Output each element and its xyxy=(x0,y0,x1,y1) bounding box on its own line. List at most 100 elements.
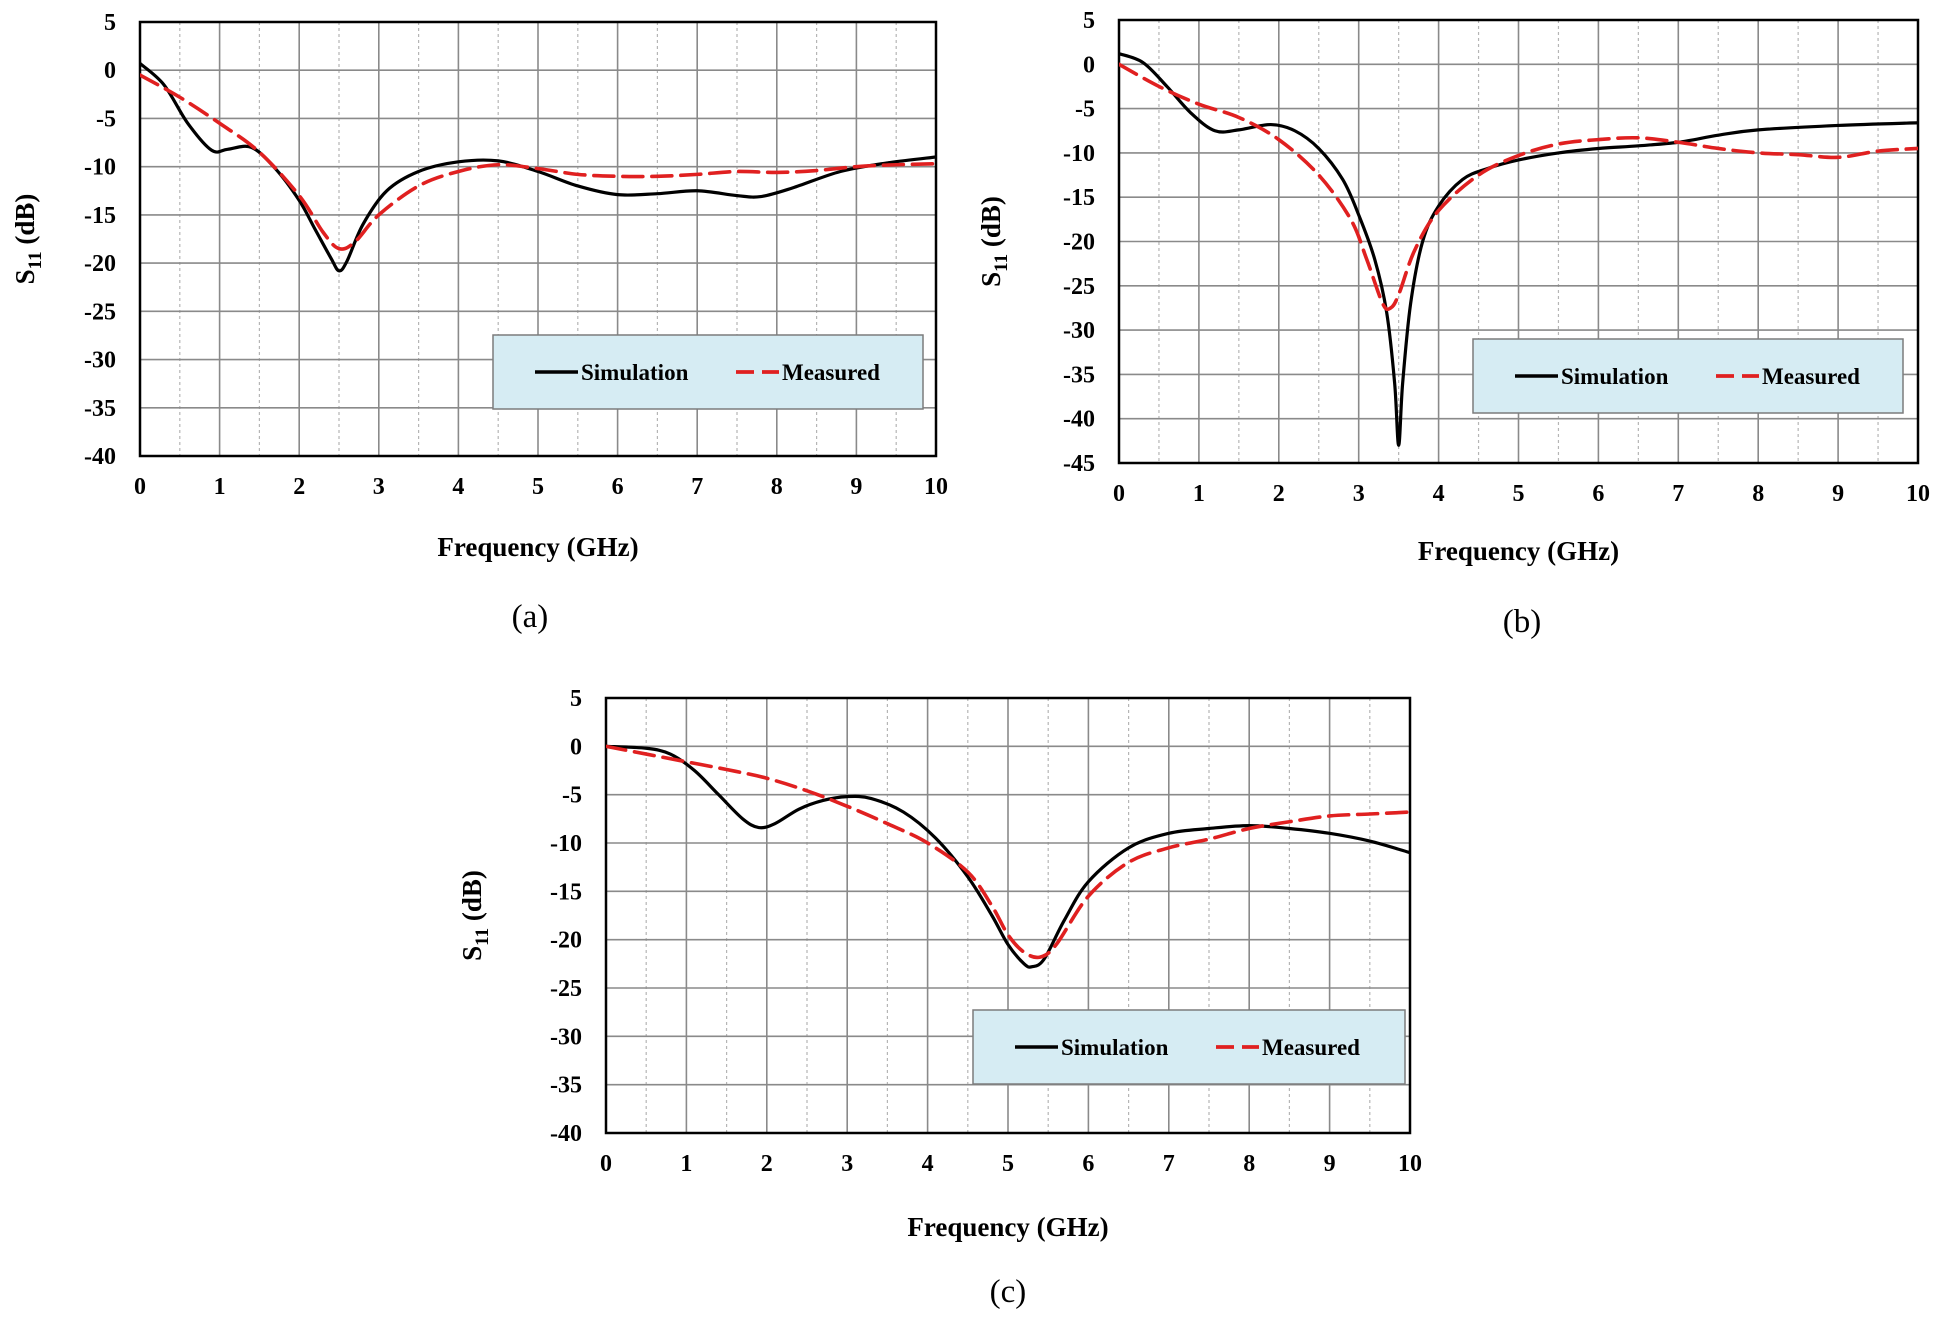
y-tick-label: 5 xyxy=(570,686,582,712)
y-axis-label-main: S xyxy=(10,269,40,284)
y-tick-label: -20 xyxy=(84,251,116,277)
legend: Simulation Measured xyxy=(492,334,924,410)
y-tick-label: -30 xyxy=(1063,318,1095,344)
x-tick-label: 1 xyxy=(214,474,226,500)
y-tick-label: -15 xyxy=(1063,185,1095,211)
x-axis-label: Frequency (GHz) xyxy=(437,532,638,562)
y-tick-label: 5 xyxy=(1083,8,1095,34)
plot-frame xyxy=(1117,18,1920,465)
x-tick-label: 1 xyxy=(1193,481,1205,507)
x-tick-label: 2 xyxy=(293,474,305,500)
y-tick-label: -40 xyxy=(84,444,116,470)
legend: Simulation Measured xyxy=(972,1009,1406,1085)
x-tick-label: 0 xyxy=(134,474,146,500)
series-group xyxy=(1119,52,1918,447)
y-axis-label-unit: (dB) xyxy=(976,196,1006,254)
x-tick-label: 1 xyxy=(680,1151,692,1177)
x-axis-label: Frequency (GHz) xyxy=(907,1212,1108,1242)
legend-label-simulation: Simulation xyxy=(1061,1035,1169,1060)
y-tick-label: -10 xyxy=(1063,141,1095,167)
series-line-measured xyxy=(1119,62,1918,312)
y-tick-label: 0 xyxy=(104,58,116,84)
x-tick-label: 7 xyxy=(1163,1151,1175,1177)
chart-a: 5 0 -5 -10 -15 -20 -25 -30 -35 -40 0 1 2 3 4 5 6 7 8 9 10 Fre… xyxy=(10,10,948,635)
x-tick-label: 8 xyxy=(1752,481,1764,507)
series-group xyxy=(606,744,1410,969)
x-tick-label: 6 xyxy=(1592,481,1604,507)
x-tick-label: 3 xyxy=(841,1151,853,1177)
x-tick-label: 10 xyxy=(1398,1151,1422,1177)
legend-label-simulation: Simulation xyxy=(581,360,689,385)
y-axis-label-subscript: 11 xyxy=(25,251,46,269)
x-tick-label: 2 xyxy=(761,1151,773,1177)
plot-frame xyxy=(604,696,1412,1135)
x-tick-label: 9 xyxy=(1324,1151,1336,1177)
x-tick-label: 4 xyxy=(922,1151,934,1177)
y-tick-label: 5 xyxy=(104,10,116,36)
y-axis-label: S11 (dB) xyxy=(457,870,493,961)
series-line-simulation xyxy=(1119,52,1918,447)
x-tick-label: 0 xyxy=(600,1151,612,1177)
y-tick-label: -30 xyxy=(550,1024,582,1050)
y-tick-label: -35 xyxy=(84,396,116,422)
x-tick-label: 3 xyxy=(373,474,385,500)
y-tick-label: -5 xyxy=(96,106,116,132)
y-tick-label: -10 xyxy=(550,831,582,857)
x-tick-label: 5 xyxy=(1002,1151,1014,1177)
y-tick-label: -40 xyxy=(550,1121,582,1147)
y-tick-label: -35 xyxy=(1063,362,1095,388)
x-tick-label: 4 xyxy=(1433,481,1445,507)
chart-caption: (c) xyxy=(990,1274,1027,1310)
y-tick-label: -10 xyxy=(84,155,116,181)
x-axis-label: Frequency (GHz) xyxy=(1418,536,1619,566)
y-axis-label-subscript: 11 xyxy=(472,928,493,946)
x-tick-label: 0 xyxy=(1113,481,1125,507)
chart-caption: (b) xyxy=(1503,604,1541,640)
y-tick-label: -20 xyxy=(550,928,582,954)
plot-frame xyxy=(138,20,938,458)
legend-label-measured: Measured xyxy=(782,360,880,385)
x-tick-label: 7 xyxy=(691,474,703,500)
y-axis-label-subscript: 11 xyxy=(991,254,1012,272)
y-tick-label: -40 xyxy=(1063,407,1095,433)
y-tick-label: -25 xyxy=(1063,274,1095,300)
x-tick-label: 5 xyxy=(532,474,544,500)
y-axis-label-main: S xyxy=(457,946,487,961)
y-tick-label: -15 xyxy=(550,879,582,905)
series-line-measured xyxy=(140,73,936,251)
y-tick-label: -35 xyxy=(550,1073,582,1099)
x-tick-label: 9 xyxy=(850,474,862,500)
x-tick-label: 5 xyxy=(1513,481,1525,507)
legend-label-measured: Measured xyxy=(1262,1035,1360,1060)
series-line-simulation xyxy=(140,61,936,273)
y-axis-label-main: S xyxy=(976,272,1006,287)
y-axis-label: S11 (dB) xyxy=(976,196,1012,287)
x-tick-label: 10 xyxy=(1906,481,1930,507)
chart-c: 5 0 -5 -10 -15 -20 -25 -30 -35 -40 0 1 2 3 4 5 6 7 8 9 10 Fre… xyxy=(457,686,1422,1310)
x-tick-label: 8 xyxy=(1243,1151,1255,1177)
x-tick-label: 6 xyxy=(1082,1151,1094,1177)
chart-caption: (a) xyxy=(512,599,549,635)
y-tick-label: -30 xyxy=(84,348,116,374)
y-tick-label: -15 xyxy=(84,203,116,229)
y-tick-label: -25 xyxy=(550,976,582,1002)
legend: Simulation Measured xyxy=(1472,338,1904,414)
y-tick-label: -25 xyxy=(84,299,116,325)
y-tick-label: -5 xyxy=(1075,97,1095,123)
x-tick-label: 7 xyxy=(1672,481,1684,507)
x-tick-label: 10 xyxy=(924,474,948,500)
legend-label-measured: Measured xyxy=(1762,364,1860,389)
x-tick-label: 3 xyxy=(1353,481,1365,507)
series-line-simulation xyxy=(606,744,1410,969)
x-tick-label: 6 xyxy=(612,474,624,500)
y-axis-label-unit: (dB) xyxy=(457,870,487,928)
y-axis-label: S11 (dB) xyxy=(10,194,46,285)
y-tick-label: -20 xyxy=(1063,230,1095,256)
series-group xyxy=(140,61,936,273)
legend-label-simulation: Simulation xyxy=(1561,364,1669,389)
x-tick-label: 9 xyxy=(1832,481,1844,507)
x-tick-label: 8 xyxy=(771,474,783,500)
y-axis-label-unit: (dB) xyxy=(10,194,40,252)
y-tick-label: 0 xyxy=(1083,52,1095,78)
